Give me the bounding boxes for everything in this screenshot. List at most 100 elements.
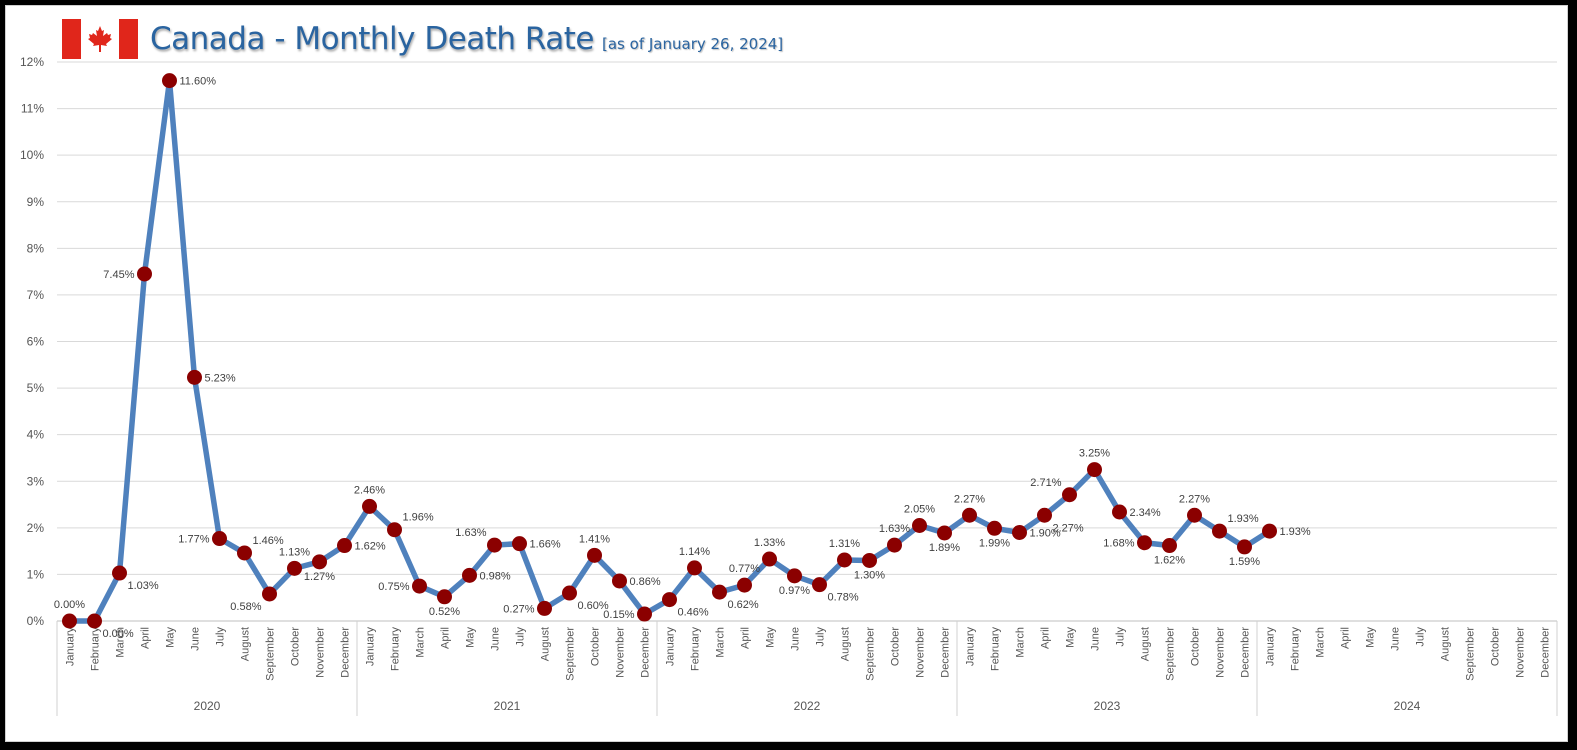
x-month-label: January [665, 627, 677, 667]
x-month-label: March [715, 627, 727, 658]
data-label: 2.27% [954, 493, 985, 505]
data-labels: 0.00% 0.00% 1.03% 7.45% 11.60% 5.23% 1.77% 1.46… [54, 76, 1311, 640]
data-point-marker [562, 585, 577, 601]
data-label: 1.41% [579, 533, 610, 545]
x-month-label: July [1115, 627, 1127, 647]
data-label: 0.52% [429, 606, 460, 618]
data-label: 1.89% [929, 542, 960, 554]
x-month-label: October [590, 627, 602, 666]
x-month-label: February [990, 627, 1002, 672]
data-label: 1.03% [128, 580, 159, 592]
data-label: 1.90% [1030, 527, 1061, 539]
data-label: 0.98% [480, 570, 511, 582]
data-point-marker [712, 584, 727, 600]
data-label: 1.68% [1103, 538, 1134, 550]
data-label: 11.60% [180, 76, 217, 88]
chart-frame [5, 5, 1568, 742]
x-month-label: October [1490, 627, 1502, 666]
x-month-label: October [890, 627, 902, 666]
x-month-label: November [1515, 627, 1527, 678]
x-month-label: January [365, 627, 377, 667]
data-point-marker [1237, 539, 1252, 555]
x-month-label: February [690, 627, 702, 672]
x-month-label: March [1315, 627, 1327, 658]
data-label: 0.62% [728, 599, 759, 611]
data-point-marker [187, 369, 202, 385]
x-month-label: November [915, 627, 927, 678]
x-month-label: December [1240, 627, 1252, 678]
x-month-label: July [815, 627, 827, 647]
x-month-label: May [1065, 627, 1077, 648]
x-month-label: January [1265, 627, 1277, 667]
data-point-marker [62, 613, 77, 629]
x-month-label: September [1165, 627, 1177, 681]
x-month-label: August [840, 627, 852, 661]
x-month-label: February [1290, 627, 1302, 672]
data-point-marker [637, 606, 652, 622]
data-label: 0.77% [729, 563, 760, 575]
x-year-label: 2022 [794, 699, 821, 713]
x-month-label: April [740, 627, 752, 649]
x-month-label: March [115, 627, 127, 658]
x-month-label: July [1415, 627, 1427, 647]
data-point-marker [1162, 538, 1177, 554]
data-point-marker [137, 266, 152, 282]
y-tick-label: 3% [27, 474, 45, 488]
x-month-label: August [540, 627, 552, 661]
data-point-marker [412, 578, 427, 594]
x-year-label: 2024 [1394, 699, 1421, 713]
chart-header: Canada - Monthly Death Rate [as of Janua… [62, 17, 783, 61]
data-point-marker [887, 537, 902, 553]
data-label: 1.93% [1280, 526, 1311, 538]
x-axis: 2020 January February March April May June July… [56, 620, 1558, 716]
data-point-marker [1137, 535, 1152, 551]
x-month-label: June [1090, 627, 1102, 651]
y-axis: 0% 1% 2% 3% 4% 5% 6% 7% 8% 9% 10% 11% 12% [20, 55, 44, 628]
data-point-marker [812, 577, 827, 593]
data-point-marker [662, 592, 677, 608]
x-month-label: January [65, 627, 77, 667]
data-point-marker [1262, 523, 1277, 539]
data-point-marker [362, 498, 377, 514]
data-point-marker [1187, 507, 1202, 523]
canada-flag-icon [62, 19, 138, 59]
x-month-label: September [865, 627, 877, 681]
x-month-label: November [1215, 627, 1227, 678]
data-point-marker [287, 560, 302, 576]
x-month-label: August [1440, 627, 1452, 661]
data-label: 1.46% [253, 535, 284, 547]
x-month-label: September [265, 627, 277, 681]
data-label: 2.71% [1030, 477, 1061, 489]
data-point-marker [487, 537, 502, 553]
x-month-label: February [90, 627, 102, 672]
data-point-marker [312, 554, 327, 570]
y-tick-label: 9% [27, 195, 45, 209]
y-tick-label: 6% [27, 335, 45, 349]
data-point-marker [787, 568, 802, 584]
x-month-label: January [965, 627, 977, 667]
y-tick-label: 7% [27, 288, 45, 302]
data-label: 0.75% [378, 581, 409, 593]
data-point-marker [237, 545, 252, 561]
y-tick-label: 10% [20, 148, 44, 162]
x-month-label: June [490, 627, 502, 651]
data-label: 1.62% [355, 541, 386, 553]
data-label: 1.13% [279, 546, 310, 558]
x-month-label: June [790, 627, 802, 651]
x-month-label: June [190, 627, 202, 651]
data-point-marker [1112, 504, 1127, 520]
x-month-label: September [565, 627, 577, 681]
y-tick-label: 1% [27, 567, 45, 581]
data-label: 1.31% [829, 538, 860, 550]
data-point-marker [1087, 462, 1102, 478]
data-point-marker [762, 551, 777, 567]
data-label: 0.60% [578, 600, 609, 612]
data-point-marker [262, 586, 277, 602]
data-label: 0.46% [678, 607, 709, 619]
data-label: 1.99% [979, 537, 1010, 549]
data-point-marker [737, 577, 752, 593]
data-label: 1.30% [854, 569, 885, 581]
x-month-label: December [340, 627, 352, 678]
x-year-label: 2021 [494, 699, 521, 713]
